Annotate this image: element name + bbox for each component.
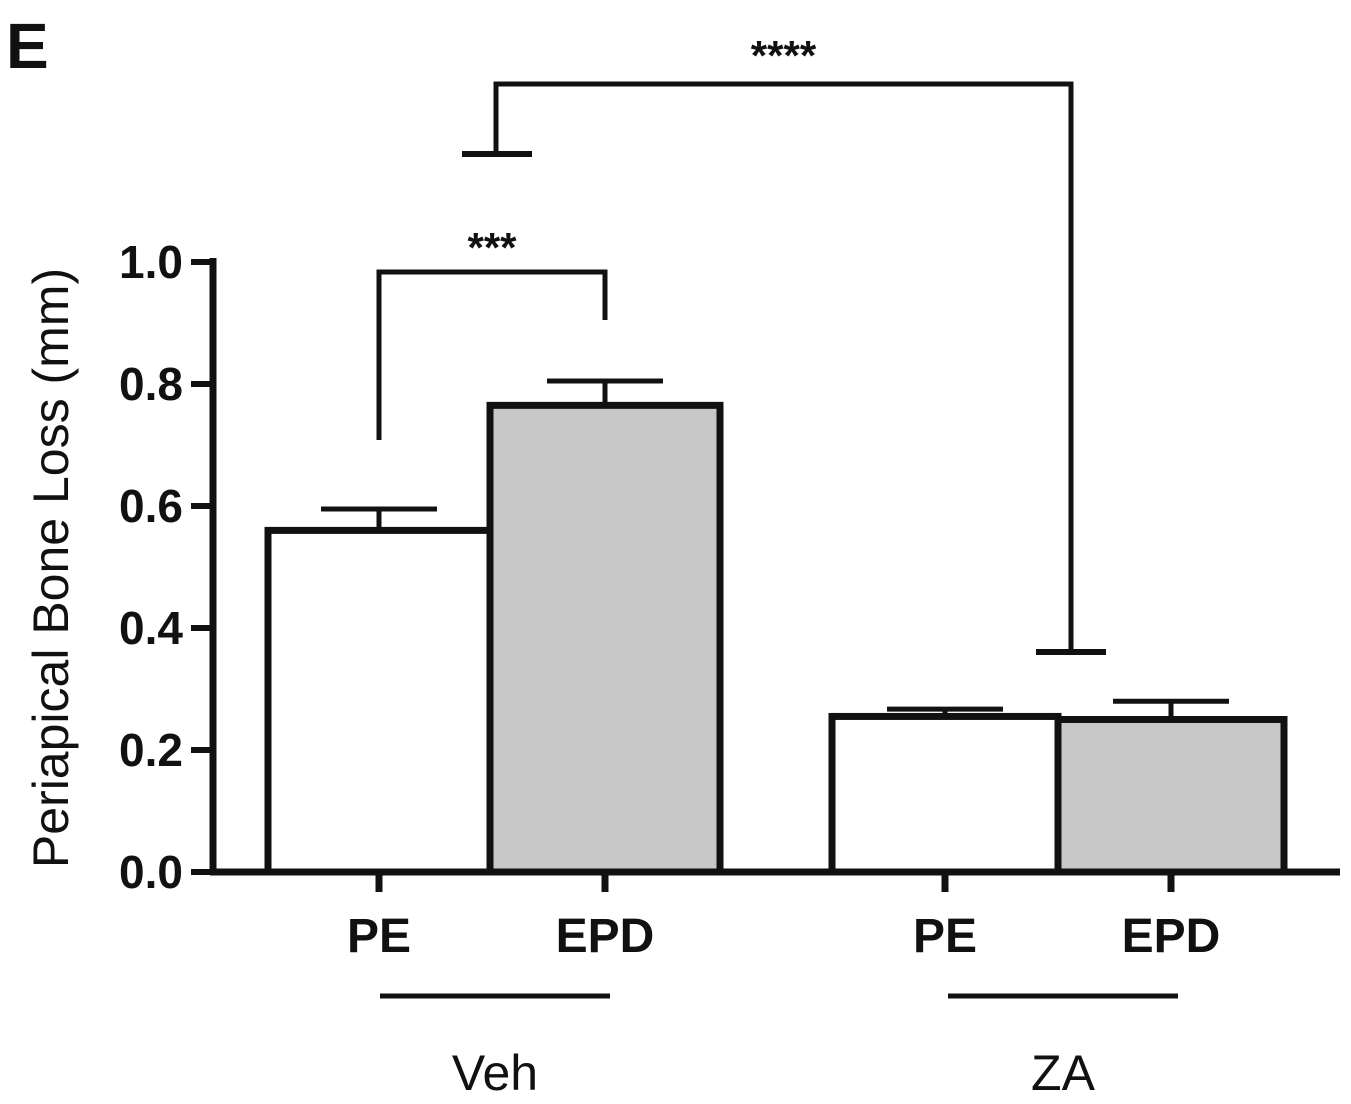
y-axis-label: Periapical Bone Loss (mm) <box>23 268 79 868</box>
labels-layer: PE EPD PE EPD 0.0 0.2 0.4 0.6 0.8 1.0 Veh ZA <box>119 236 1220 1101</box>
significance-bracket-groups <box>493 81 1074 652</box>
x-tick-label: EPD <box>1122 910 1221 963</box>
bar-veh-epd <box>486 401 724 876</box>
significance-label-veh: *** <box>467 224 517 271</box>
x-tick-label: PE <box>347 910 411 963</box>
y-tick-label: 0.6 <box>119 480 183 532</box>
axes-layer <box>191 258 1340 892</box>
y-tick-label: 1.0 <box>119 236 183 288</box>
y-tick-label: 0.2 <box>119 724 183 776</box>
significance-bracket-veh <box>376 269 608 440</box>
x-tick-label: EPD <box>556 910 655 963</box>
y-tick-label: 0.4 <box>119 602 183 654</box>
y-tick-label: 0.8 <box>119 358 183 410</box>
group-label-veh: Veh <box>452 1045 538 1101</box>
significance-label-groups: **** <box>751 32 817 79</box>
annotations-layer: ******* <box>376 32 1106 655</box>
bar-za-pe <box>828 712 1062 876</box>
panel-letter: E <box>6 10 49 82</box>
group-label-za: ZA <box>1031 1045 1096 1101</box>
y-tick-label: 0.0 <box>119 846 183 898</box>
bar-za-epd <box>1054 716 1288 876</box>
bars-layer <box>264 378 1288 876</box>
x-tick-label: PE <box>913 910 977 963</box>
bar-veh-pe <box>264 526 494 876</box>
